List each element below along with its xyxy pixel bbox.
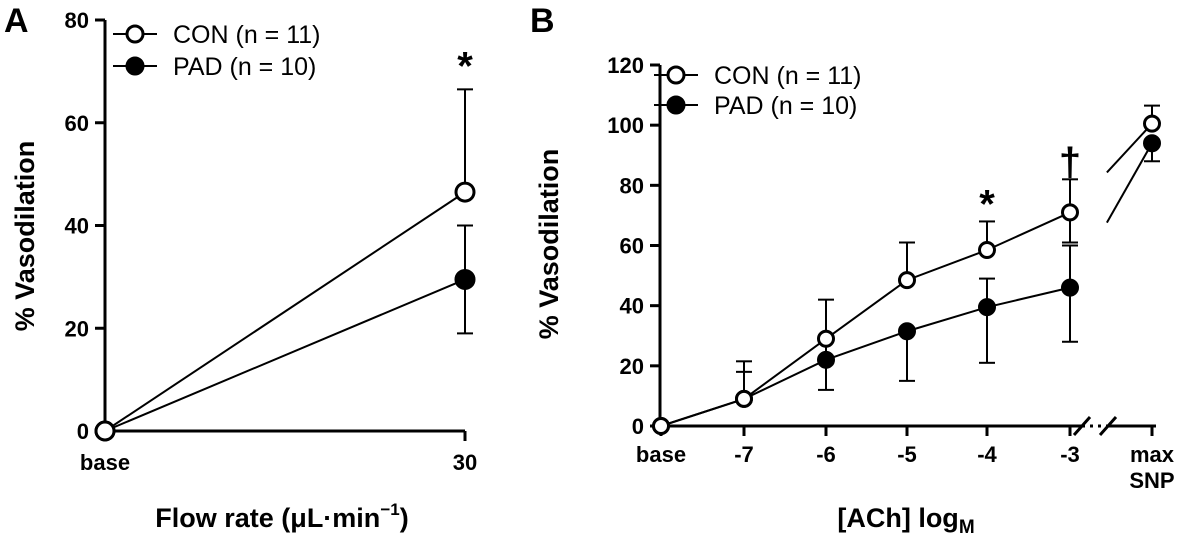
panel-a-y-tick-label: 0	[77, 419, 89, 444]
panel-a-y-tick-label: 20	[65, 316, 89, 341]
panel-b-point-con	[898, 271, 916, 290]
panel-b-point-pad	[978, 298, 996, 317]
panel-a-xlabel-sup: −1	[380, 500, 399, 519]
panel-b-point-con	[1143, 114, 1161, 133]
panel-b-x-tick-label: -7	[734, 442, 754, 467]
panel-a-xlabel-main: Flow rate (μL·min	[155, 503, 380, 533]
panel-b-series-line-after-break	[1106, 142, 1153, 224]
panel-a-marks: * CON (n = 11) PAD (n = 10)	[94, 21, 476, 442]
panel-b-x-tick-label-line: base	[636, 442, 686, 467]
panel-b-y-tick-label: 100	[607, 113, 644, 138]
panel-a: A % Vasodilation Flow rate (μL·min−1) 0 2…	[4, 2, 477, 533]
panel-b-axis-break-mark	[1098, 416, 1118, 436]
panel-a-legend-marker	[125, 56, 145, 76]
panel-b-point-con	[978, 241, 996, 260]
panel-a-y-tick-label: 40	[65, 214, 89, 239]
panel-b: B % Vasodilation [ACh] logM 0 20 40 60 80 100…	[530, 2, 1175, 538]
panel-b-legend-label: PAD (n = 10)	[714, 92, 857, 120]
panel-b-y-tick-label: 20	[620, 354, 644, 379]
panel-a-x-tick-label: base	[80, 450, 130, 475]
panel-b-y-tick-label: 40	[620, 294, 644, 319]
panel-a-point-con	[454, 181, 476, 203]
panel-b-x-tick-label-line: -5	[897, 442, 917, 467]
panel-a-point-con	[94, 420, 116, 442]
panel-a-legend-label: CON (n = 11)	[173, 21, 321, 49]
panel-a-letter: A	[4, 2, 29, 40]
panel-b-letter: B	[530, 2, 555, 40]
panel-a-axes: 0 20 40 60 80 base 30	[65, 8, 478, 475]
panel-a-series-line	[104, 191, 466, 432]
panel-b-xlabel-sub: M	[959, 517, 975, 538]
panel-b-x-tick-label-line: max	[1130, 442, 1175, 467]
panel-b-point-pad	[1061, 278, 1079, 297]
panel-a-series-line	[104, 278, 466, 432]
panel-b-y-tick-label: 120	[607, 53, 644, 78]
panel-b-series-line	[660, 211, 1071, 427]
panel-b-y-tick-label: 0	[632, 414, 644, 439]
panel-b-series-line	[660, 286, 1071, 427]
panel-a-x-tick-label-line: 30	[453, 450, 477, 475]
panel-a-xlabel: Flow rate (μL·min−1)	[155, 500, 408, 533]
panel-b-series-line-after-break	[1106, 122, 1153, 174]
panel-b-point-pad	[898, 322, 916, 341]
panel-a-xlabel-end: )	[400, 503, 409, 533]
panel-a-y-tick-label: 60	[65, 111, 89, 136]
panel-b-significance-mark: *	[979, 182, 995, 226]
panel-b-point-con	[652, 417, 670, 435]
panel-b-legend-label: CON (n = 11)	[714, 62, 862, 90]
panel-b-marks: * † CON (n = 11)PAD (n = 10)	[652, 62, 1161, 435]
panel-b-x-tick-label-line: -6	[816, 442, 836, 467]
panel-b-point-con	[735, 389, 753, 408]
panel-b-x-tick-label-line: -4	[977, 442, 997, 467]
panel-a-legend-label: PAD (n = 10)	[173, 53, 316, 81]
panel-a-y-tick-label: 80	[65, 8, 89, 33]
panel-b-point-con	[817, 329, 835, 348]
panel-a-x-tick-label-line: base	[80, 450, 130, 475]
panel-b-point-con	[1061, 203, 1079, 222]
panel-b-significance-mark: †	[1059, 140, 1081, 184]
panel-b-y-tick-label: 60	[620, 234, 644, 259]
panel-b-ylabel: % Vasodilation	[534, 149, 564, 340]
panel-a-x-tick-label: 30	[453, 450, 477, 475]
panel-b-x-tick-label: base	[636, 442, 686, 467]
panel-b-x-tick-label-line: -7	[734, 442, 754, 467]
panel-a-legend-marker	[125, 24, 145, 44]
panel-b-xlabel: [ACh] logM	[837, 503, 974, 538]
panel-a-significance-mark: *	[457, 44, 473, 88]
panel-b-legend-marker	[666, 65, 686, 85]
panel-a-ylabel: % Vasodilation	[10, 141, 40, 332]
panel-b-x-tick-label: -5	[897, 442, 917, 467]
panel-b-xlabel-main: [ACh] log	[837, 503, 958, 533]
panel-a-point-pad	[454, 268, 476, 290]
panel-b-x-tick-label-line: SNP	[1129, 468, 1174, 493]
panel-b-x-tick-label: max SNP	[1129, 442, 1174, 493]
panel-b-x-tick-label: -6	[816, 442, 836, 467]
panel-b-axis-break-mark	[1072, 416, 1092, 436]
panel-b-point-pad	[817, 350, 835, 369]
panel-b-x-tick-label: -3	[1060, 442, 1080, 467]
panel-b-point-pad	[1143, 134, 1161, 153]
panel-b-y-tick-label: 80	[620, 173, 644, 198]
panel-b-axes: 0 20 40 60 80 100 120 base -7 -6 -5 -4 -3 max SNP	[607, 53, 1174, 493]
panel-b-x-tick-label: -4	[977, 442, 997, 467]
panel-b-x-tick-label-line: -3	[1060, 442, 1080, 467]
panel-b-legend-marker	[666, 95, 686, 115]
